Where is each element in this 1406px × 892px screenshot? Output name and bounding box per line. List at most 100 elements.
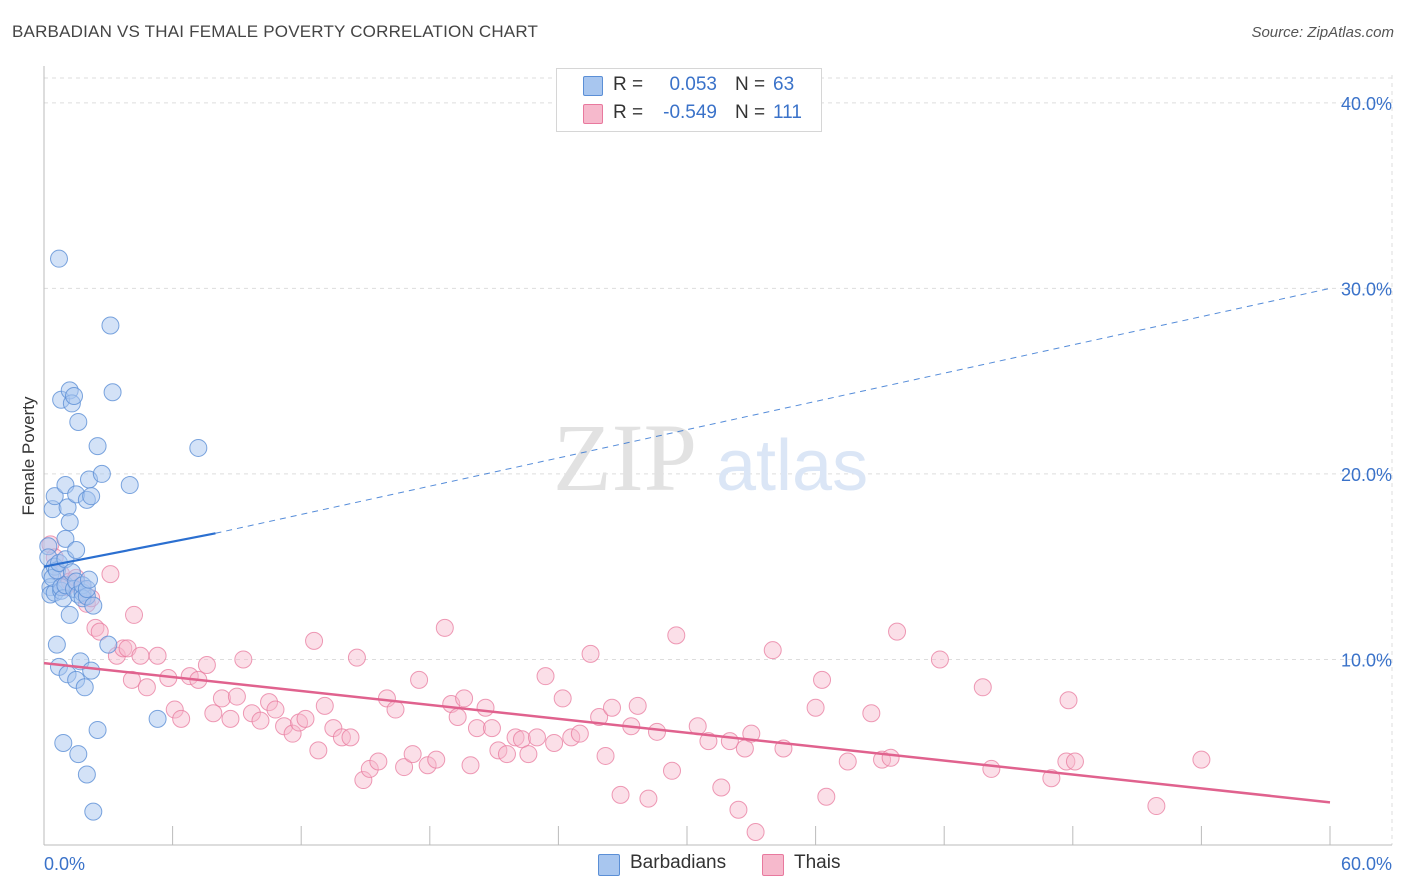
stats-n-value: 63 <box>773 74 795 95</box>
barbadians-point <box>56 529 75 548</box>
thais-point <box>354 771 373 790</box>
barbadians-point <box>54 733 73 752</box>
x-tick-label: 0.0% <box>44 854 85 874</box>
thais-point <box>763 641 782 660</box>
barbadians-point <box>82 661 101 680</box>
thais-point <box>742 724 761 743</box>
watermark-atlas: atlas <box>716 426 868 506</box>
thais-point <box>512 730 531 749</box>
thais-point <box>403 745 422 764</box>
thais-point <box>305 631 324 650</box>
thais-point <box>1192 750 1211 769</box>
thais-point <box>536 667 555 686</box>
y-tick-label: 20.0% <box>1341 465 1392 485</box>
thais-point <box>712 778 731 797</box>
thais-point <box>369 752 388 771</box>
watermark-zip: ZIP <box>553 404 697 511</box>
thais-point <box>283 724 302 743</box>
stats-r-value: -0.549 <box>663 102 717 123</box>
barbadians-point <box>67 540 86 559</box>
thais-point <box>227 687 246 706</box>
barbadians-point <box>60 513 79 532</box>
barbadians-trend-line <box>43 532 216 568</box>
thais-point <box>476 698 495 717</box>
thais-point <box>729 800 748 819</box>
thais-point <box>266 700 285 719</box>
thais-point <box>1065 752 1084 771</box>
thais-point <box>212 689 231 708</box>
thais-point <box>386 700 405 719</box>
trend-lines <box>43 287 1331 804</box>
thais-point <box>395 758 414 777</box>
tick-labels: 10.0% 20.0% 30.0% 40.0% 0.0% 60.0% <box>44 94 1392 874</box>
thais-point <box>806 698 825 717</box>
thais-point <box>813 670 832 689</box>
thais-point <box>489 741 508 760</box>
thais-point <box>596 746 615 765</box>
thais-point <box>720 732 739 751</box>
barbadians-point <box>82 487 101 506</box>
thais-point <box>137 678 156 697</box>
barbadians-trend-extension <box>215 287 1331 534</box>
thais-point <box>982 759 1001 778</box>
thais-point <box>590 707 609 726</box>
thais-trend-line <box>43 661 1331 804</box>
thais-point <box>545 733 564 752</box>
stats-n-value: 111 <box>773 102 802 123</box>
thais-point <box>309 741 328 760</box>
stats-r-value: 0.053 <box>669 74 717 95</box>
y-tick-label: 30.0% <box>1341 279 1392 299</box>
y-axis-label: Female Poverty <box>19 396 38 516</box>
thais-point <box>973 678 992 697</box>
thais-point <box>519 745 538 764</box>
thais-point <box>260 693 279 712</box>
x-tick-label: 60.0% <box>1341 854 1392 874</box>
thais-point <box>553 689 572 708</box>
barbadians-point <box>45 487 64 506</box>
chart-title: BARBADIAN VS THAI FEMALE POVERTY CORRELA… <box>12 22 539 41</box>
thais-point <box>888 622 907 641</box>
gridlines <box>44 75 1393 845</box>
thais-point <box>125 605 144 624</box>
thais-point <box>628 696 647 715</box>
thais-point <box>122 670 141 689</box>
thais-point <box>427 750 446 769</box>
thais-point <box>172 709 191 728</box>
thais-point <box>817 787 836 806</box>
thais-point <box>197 656 216 675</box>
barbadians-point <box>65 386 84 405</box>
barbadians-point <box>148 709 167 728</box>
stats-swatch-barbadians <box>583 76 603 96</box>
thais-point <box>562 728 581 747</box>
thais-point <box>435 618 454 637</box>
barbadians-point <box>120 476 139 495</box>
thais-point <box>746 823 765 842</box>
barbadians-point <box>69 745 88 764</box>
barbadians-point <box>103 383 122 402</box>
thais-point <box>862 704 881 723</box>
thais-point <box>581 644 600 663</box>
thais-point <box>1059 691 1078 710</box>
thais-point <box>455 689 474 708</box>
barbadians-point <box>189 438 208 457</box>
stats-row-barbadians: R = 0.053 N = 63 <box>557 73 821 99</box>
barbadians-point <box>84 802 103 821</box>
legend-swatch-thais <box>762 854 784 876</box>
source-label: Source: ZipAtlas.com <box>1251 24 1394 41</box>
thais-point <box>667 626 686 645</box>
y-tick-label: 10.0% <box>1341 650 1392 670</box>
thais-point <box>497 745 516 764</box>
thais-point <box>448 707 467 726</box>
thais-point <box>410 670 429 689</box>
thais-point <box>639 789 658 808</box>
stats-n-label: N = <box>735 74 766 95</box>
barbadians-point <box>47 635 66 654</box>
thais-point <box>881 748 900 767</box>
barbadians-point <box>88 437 107 456</box>
thais-point <box>647 722 666 741</box>
barbadians-point <box>84 596 103 615</box>
thais-point <box>131 646 150 665</box>
thais-point <box>838 752 857 771</box>
thais-point <box>467 719 486 738</box>
